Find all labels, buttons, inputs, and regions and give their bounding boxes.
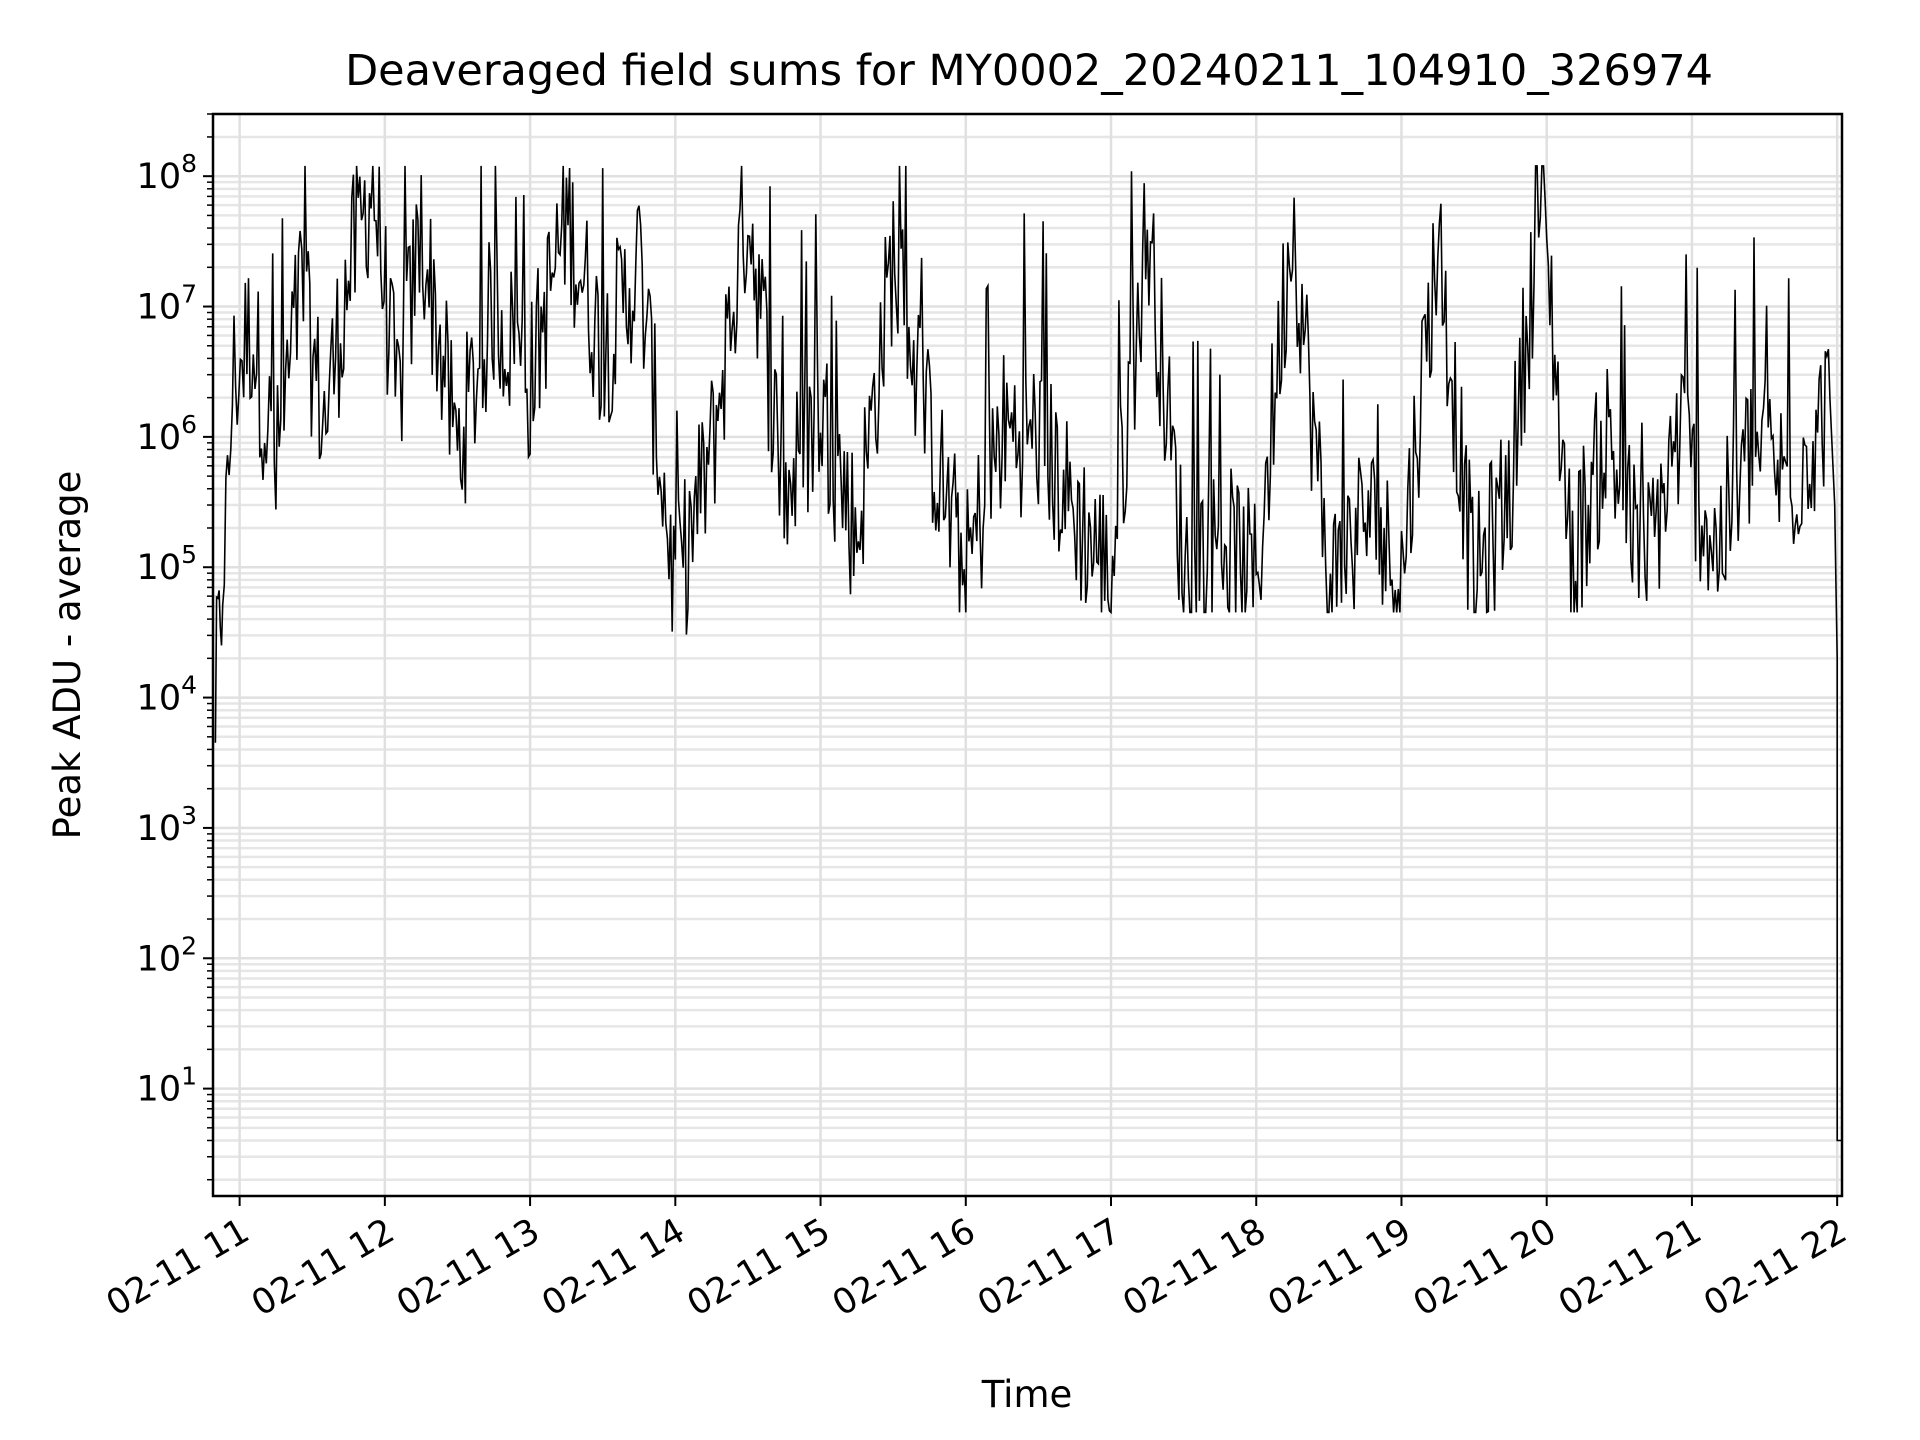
plot-frame bbox=[211, 112, 1844, 1198]
y-tick-exponent: 5 bbox=[181, 540, 197, 569]
y-tick-label: 107 bbox=[137, 280, 197, 328]
y-tick-label: 101 bbox=[137, 1062, 197, 1110]
y-tick-base: 10 bbox=[137, 548, 182, 588]
y-tick-base: 10 bbox=[137, 288, 182, 328]
y-tick-exponent: 2 bbox=[181, 931, 197, 960]
grid-layer bbox=[213, 112, 1842, 1196]
y-tick-label: 105 bbox=[137, 540, 197, 588]
y-axis-label: Peak ADU - average bbox=[46, 471, 89, 840]
series-layer bbox=[214, 165, 1842, 1142]
y-tick-base: 10 bbox=[137, 939, 182, 979]
y-tick-exponent: 1 bbox=[181, 1062, 197, 1091]
series-line bbox=[214, 165, 1842, 1142]
y-tick-label: 108 bbox=[137, 149, 197, 197]
y-tick-label: 106 bbox=[137, 410, 197, 458]
y-tick-exponent: 7 bbox=[181, 280, 197, 309]
x-axis-label: Time bbox=[981, 1373, 1073, 1416]
y-tick-base: 10 bbox=[137, 679, 182, 719]
y-tick-label: 103 bbox=[137, 801, 197, 849]
y-tick-base: 10 bbox=[137, 418, 182, 458]
y-tick-exponent: 6 bbox=[181, 410, 197, 439]
y-tick-base: 10 bbox=[137, 157, 182, 197]
y-tick-label: 104 bbox=[137, 671, 197, 719]
y-tick-base: 10 bbox=[137, 1070, 182, 1110]
y-tick-base: 10 bbox=[137, 809, 182, 849]
y-tick-label: 102 bbox=[137, 931, 197, 979]
y-tick-exponent: 8 bbox=[181, 149, 197, 178]
y-tick-exponent: 3 bbox=[181, 801, 197, 830]
y-tick-exponent: 4 bbox=[181, 671, 197, 700]
chart-title: Deaveraged field sums for MY0002_2024021… bbox=[345, 46, 1713, 96]
